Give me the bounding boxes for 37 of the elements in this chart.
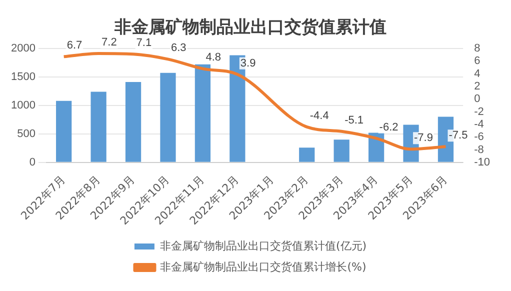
y2-tick-label: 0	[474, 93, 480, 106]
data-label: 4.8	[206, 52, 222, 64]
bar	[160, 72, 176, 162]
data-label: -4.4	[310, 110, 329, 122]
y-tick-label: 1000	[10, 99, 36, 112]
y2-tick-label: -10	[474, 156, 490, 168]
data-label: 7.2	[102, 36, 117, 48]
data-label: 3.9	[240, 57, 256, 70]
data-label: -6.2	[379, 121, 398, 134]
data-label: 7.1	[136, 37, 152, 50]
legend-label: 非金属矿物制品业出口交货值累计增长(%)	[160, 260, 366, 274]
y2-tick-label: 8	[474, 42, 480, 54]
bar	[90, 92, 106, 162]
y2-tick-label: -4	[474, 118, 484, 130]
bar	[299, 148, 315, 162]
y2-tick-label: 4	[474, 68, 480, 80]
y-tick-label: 0	[29, 156, 36, 168]
y-tick-label: 500	[17, 128, 36, 140]
legend-label: 非金属矿物制品业出口交货值累计值(亿元)	[160, 239, 367, 252]
bar	[194, 64, 211, 162]
y2-tick-label: -8	[474, 144, 484, 156]
chart-title: 非金属矿物制品业出口交货值累计值	[114, 18, 386, 38]
bar	[125, 82, 142, 162]
data-label: -7.5	[448, 130, 468, 142]
y2-tick-label: 6	[474, 55, 480, 68]
y2-tick-label: -2	[474, 106, 484, 118]
data-label: 6.7	[66, 40, 82, 52]
bar	[334, 140, 350, 162]
data-label: -5.1	[344, 114, 364, 126]
line-series	[62, 52, 448, 151]
y2-tick-label: 2	[474, 80, 480, 92]
y2-tick-label: -6	[474, 131, 484, 144]
y-tick-label: 1500	[10, 70, 36, 83]
y-tick-label: 2000	[10, 42, 36, 54]
data-label: 6.3	[170, 42, 186, 54]
data-label: -7.9	[414, 132, 433, 144]
bar	[56, 100, 72, 162]
